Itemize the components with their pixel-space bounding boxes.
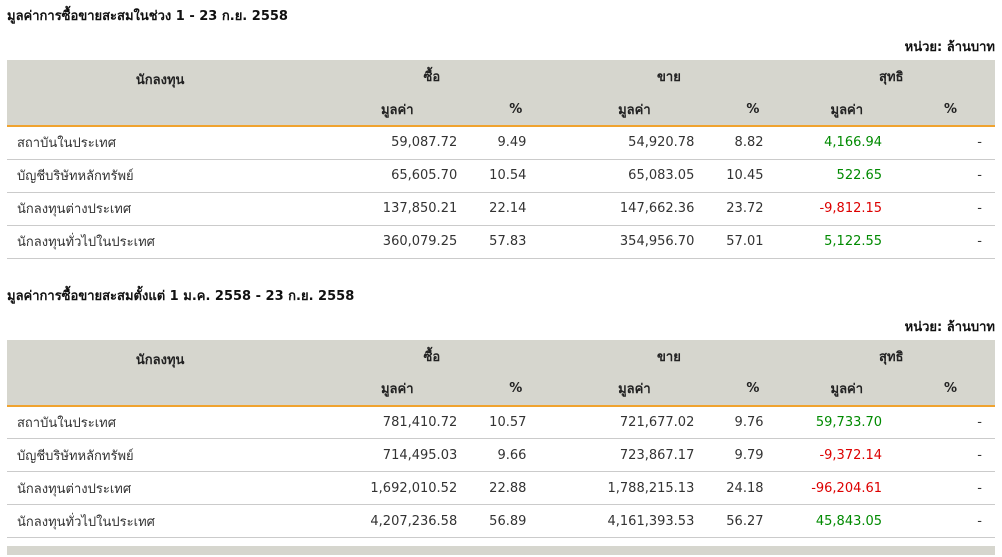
header-sell: ขาย xyxy=(550,339,788,373)
investor-name: สถาบันในประเทศ xyxy=(7,405,314,439)
table-row: บัญชีบริษัทหลักทรัพย์ 65,605.70 10.54 65… xyxy=(7,159,995,193)
investor-trading-table: นักลงทุน ซื้อ ขาย สุทธิ มูลค่า % มูลค่า … xyxy=(7,60,995,259)
table-header-group-row: นักลงทุน ซื้อ ขาย สุทธิ xyxy=(7,339,995,407)
sell-percent: 9.76 xyxy=(718,405,788,439)
sell-value: 147,662.36 xyxy=(550,192,719,226)
net-value: 5,122.55 xyxy=(787,225,907,259)
sell-percent: 23.72 xyxy=(718,192,788,226)
buy-percent: 9.66 xyxy=(481,438,551,472)
table-row: นักลงทุนทั่วไปในประเทศ 360,079.25 57.83 … xyxy=(7,225,995,259)
net-percent: - xyxy=(906,126,995,160)
table-row: บัญชีบริษัทหลักทรัพย์ 714,495.03 9.66 72… xyxy=(7,438,995,472)
net-value: 59,733.70 xyxy=(787,405,907,439)
net-percent: - xyxy=(906,504,995,538)
sell-value: 1,788,215.13 xyxy=(550,471,719,505)
buy-percent: 56.89 xyxy=(481,504,551,538)
net-value: -96,204.61 xyxy=(787,471,907,505)
net-value: 4,166.94 xyxy=(787,126,907,160)
header-buy-value: มูลค่า xyxy=(313,93,482,127)
sell-value: 65,083.05 xyxy=(550,159,719,193)
net-percent: - xyxy=(906,471,995,505)
unit-label: หน่วย: ล้านบาท xyxy=(904,319,995,335)
net-percent: - xyxy=(906,225,995,259)
sell-value: 354,956.70 xyxy=(550,225,719,259)
sell-value: 54,920.78 xyxy=(550,126,719,160)
net-value: -9,812.15 xyxy=(787,192,907,226)
header-buy-percent: % xyxy=(481,93,551,127)
table-header-sub-row: มูลค่า % มูลค่า % มูลค่า % xyxy=(7,372,995,407)
buy-percent: 9.49 xyxy=(481,126,551,160)
buy-value: 1,692,010.52 xyxy=(313,471,482,505)
sell-percent: 8.82 xyxy=(718,126,788,160)
buy-percent: 22.14 xyxy=(481,192,551,226)
header-sell-percent: % xyxy=(718,93,788,127)
investor-name: นักลงทุนต่างประเทศ xyxy=(7,192,314,226)
trading-summary-block-ytd: มูลค่าการซื้อขายสะสมตั้งแต่ 1 ม.ค. 2558 … xyxy=(7,288,995,538)
table-row: นักลงทุนต่างประเทศ 137,850.21 22.14 147,… xyxy=(7,192,995,226)
table-row: สถาบันในประเทศ 781,410.72 10.57 721,677.… xyxy=(7,405,995,439)
buy-value: 137,850.21 xyxy=(313,192,482,226)
table-row: นักลงทุนทั่วไปในประเทศ 4,207,236.58 56.8… xyxy=(7,504,995,538)
net-percent: - xyxy=(906,192,995,226)
table-header-sub-row: มูลค่า % มูลค่า % มูลค่า % xyxy=(7,93,995,127)
net-percent: - xyxy=(906,159,995,193)
sell-value: 723,867.17 xyxy=(550,438,719,472)
buy-value: 781,410.72 xyxy=(313,405,482,439)
header-net-percent: % xyxy=(906,93,995,127)
header-buy: ซื้อ xyxy=(313,339,551,373)
unit-label: หน่วย: ล้านบาท xyxy=(904,40,995,55)
header-sell-value: มูลค่า xyxy=(550,93,719,127)
buy-value: 360,079.25 xyxy=(313,225,482,259)
header-net-value: มูลค่า xyxy=(787,372,907,407)
table-title: มูลค่าการซื้อขายสะสมตั้งแต่ 1 ม.ค. 2558 … xyxy=(7,288,355,304)
header-sell-percent: % xyxy=(718,372,788,407)
sell-percent: 10.45 xyxy=(718,159,788,193)
investor-name: นักลงทุนต่างประเทศ xyxy=(7,471,314,505)
header-sell-value: มูลค่า xyxy=(550,372,719,407)
header-buy: ซื้อ xyxy=(313,60,551,93)
header-buy-value: มูลค่า xyxy=(313,372,482,407)
buy-percent: 22.88 xyxy=(481,471,551,505)
table-row: สถาบันในประเทศ 59,087.72 9.49 54,920.78 … xyxy=(7,126,995,160)
trading-summary-block-period: มูลค่าการซื้อขายสะสมในช่วง 1 - 23 ก.ย. 2… xyxy=(7,9,995,259)
sell-value: 721,677.02 xyxy=(550,405,719,439)
buy-value: 714,495.03 xyxy=(313,438,482,472)
header-buy-percent: % xyxy=(481,372,551,407)
buy-percent: 10.54 xyxy=(481,159,551,193)
table-title: มูลค่าการซื้อขายสะสมในช่วง 1 - 23 ก.ย. 2… xyxy=(7,9,288,24)
header-net-percent: % xyxy=(906,372,995,407)
header-net: สุทธิ xyxy=(787,60,995,93)
investor-name: นักลงทุนทั่วไปในประเทศ xyxy=(7,225,314,259)
header-net: สุทธิ xyxy=(787,339,995,373)
investor-trading-table: นักลงทุน ซื้อ ขาย สุทธิ มูลค่า % มูลค่า … xyxy=(7,339,995,538)
net-percent: - xyxy=(906,405,995,439)
buy-value: 65,605.70 xyxy=(313,159,482,193)
sell-value: 4,161,393.53 xyxy=(550,504,719,538)
table-row: นักลงทุนต่างประเทศ 1,692,010.52 22.88 1,… xyxy=(7,471,995,505)
sell-percent: 57.01 xyxy=(718,225,788,259)
header-sell: ขาย xyxy=(550,60,788,93)
net-value: -9,372.14 xyxy=(787,438,907,472)
partial-next-table-header-strip xyxy=(7,546,995,555)
investor-name: บัญชีบริษัทหลักทรัพย์ xyxy=(7,159,314,193)
buy-percent: 57.83 xyxy=(481,225,551,259)
buy-value: 59,087.72 xyxy=(313,126,482,160)
sell-percent: 9.79 xyxy=(718,438,788,472)
net-value: 522.65 xyxy=(787,159,907,193)
sell-percent: 24.18 xyxy=(718,471,788,505)
header-investor: นักลงทุน xyxy=(7,339,314,407)
investor-name: สถาบันในประเทศ xyxy=(7,126,314,160)
net-percent: - xyxy=(906,438,995,472)
header-net-value: มูลค่า xyxy=(787,93,907,127)
net-value: 45,843.05 xyxy=(787,504,907,538)
header-investor: นักลงทุน xyxy=(7,60,314,127)
sell-percent: 56.27 xyxy=(718,504,788,538)
buy-value: 4,207,236.58 xyxy=(313,504,482,538)
buy-percent: 10.57 xyxy=(481,405,551,439)
investor-name: บัญชีบริษัทหลักทรัพย์ xyxy=(7,438,314,472)
investor-name: นักลงทุนทั่วไปในประเทศ xyxy=(7,504,314,538)
table-header-group-row: นักลงทุน ซื้อ ขาย สุทธิ xyxy=(7,60,995,127)
